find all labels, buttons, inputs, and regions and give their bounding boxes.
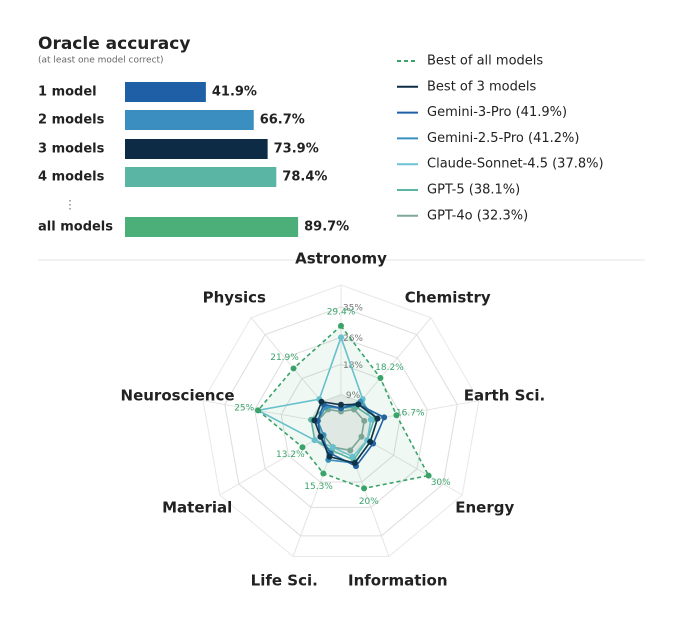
- value-label: 13.2%: [276, 450, 305, 460]
- series-point: [326, 453, 333, 460]
- series-point: [290, 365, 297, 372]
- axis-label: Neuroscience: [121, 387, 235, 405]
- value-label: 29.4%: [327, 307, 356, 317]
- series-point: [329, 444, 336, 451]
- series-point: [374, 415, 381, 422]
- category-label: 2 models: [38, 113, 105, 128]
- value-label: 66.7%: [260, 113, 305, 128]
- ellipsis: ⋮: [64, 198, 76, 212]
- series-point: [311, 437, 318, 444]
- r-tick-label: 9%: [346, 391, 361, 401]
- series-point: [393, 412, 400, 419]
- outer-ring: [202, 284, 480, 558]
- r-tick-label: 35%: [343, 304, 363, 314]
- series-line: [313, 400, 379, 464]
- axis-label: Physics: [203, 288, 266, 306]
- series-point: [347, 447, 354, 454]
- series-point: [367, 438, 374, 445]
- axis-label: Chemistry: [405, 288, 491, 306]
- legend-label: Best of 3 models: [427, 79, 536, 94]
- series-point: [318, 398, 325, 405]
- chart-title: Oracle accuracy: [38, 34, 190, 54]
- r-tick-label: 18%: [343, 361, 363, 371]
- value-label: 89.7%: [304, 220, 349, 235]
- value-label: 78.4%: [282, 170, 327, 185]
- category-label: 4 models: [38, 170, 105, 185]
- series-point: [338, 322, 344, 329]
- grid-ring: [280, 363, 402, 483]
- bar: [125, 139, 268, 159]
- grid-ring: [224, 306, 458, 537]
- bar: [125, 82, 206, 102]
- legend-label: GPT-5 (38.1%): [427, 183, 520, 198]
- value-label: 30%: [431, 478, 451, 488]
- series-line: [256, 324, 430, 490]
- legend-label: Claude-Sonnet-4.5 (37.8%): [427, 157, 604, 172]
- series-point: [351, 460, 358, 467]
- value-label: 20%: [359, 497, 379, 507]
- value-label: 21.9%: [270, 353, 299, 363]
- axis-label: Information: [348, 571, 448, 589]
- legend-label: Best of all models: [427, 54, 543, 69]
- value-label: 15.3%: [304, 482, 333, 492]
- value-label: 41.9%: [212, 85, 257, 100]
- series-line: [310, 406, 376, 461]
- bar: [125, 167, 277, 187]
- r-tick-label: 26%: [343, 334, 363, 344]
- axis-label: Energy: [455, 499, 514, 517]
- legend-label: GPT-4o (32.3%): [427, 208, 528, 223]
- series-point: [338, 401, 344, 408]
- value-label: 18.2%: [375, 363, 404, 373]
- series-point: [349, 453, 356, 460]
- series-line: [316, 408, 366, 452]
- axis-label: Material: [162, 499, 232, 517]
- category-label: 1 model: [38, 85, 97, 100]
- bar: [125, 217, 299, 237]
- chart-subtitle: (at least one model correct): [38, 56, 164, 66]
- category-label: 3 models: [38, 142, 105, 157]
- legend-label: Gemini-2.5-Pro (41.2%): [427, 131, 579, 146]
- series-point: [317, 433, 324, 440]
- series-point: [254, 407, 261, 414]
- category-label: all models: [38, 220, 113, 235]
- series-point: [381, 414, 388, 421]
- value-label: 16.7%: [396, 408, 425, 418]
- value-label: 25%: [234, 403, 254, 413]
- series-point: [338, 334, 344, 341]
- axis-label: Life Sci.: [251, 571, 318, 589]
- series-point: [358, 433, 365, 440]
- series-point: [361, 485, 368, 492]
- axis-label: Astronomy: [295, 250, 387, 268]
- series-point: [361, 417, 368, 424]
- bar: [125, 110, 254, 130]
- series-point: [311, 417, 318, 424]
- series-point: [355, 401, 362, 408]
- series-point: [367, 416, 374, 423]
- value-label: 73.9%: [274, 142, 319, 157]
- series-point: [299, 444, 306, 451]
- series-point: [320, 470, 327, 477]
- series-point: [377, 374, 384, 381]
- grid-ring: [254, 336, 428, 508]
- series-point: [425, 472, 432, 479]
- axis-label: Earth Sci.: [464, 387, 545, 405]
- legend-label: Gemini-3-Pro (41.9%): [427, 105, 567, 120]
